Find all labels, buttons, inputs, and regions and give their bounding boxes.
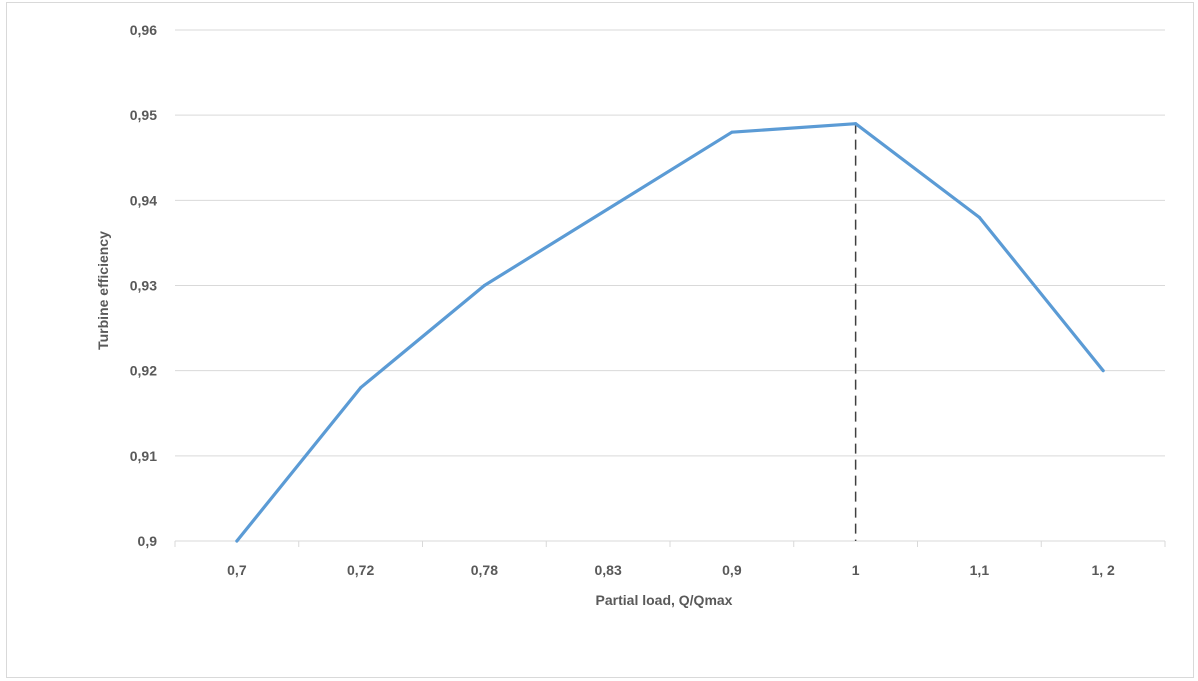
x-tick-label: 0,72 (347, 562, 374, 578)
y-tick-label: 0,92 (130, 363, 157, 379)
y-tick-label: 0,93 (130, 278, 157, 294)
y-axis-ticks: 0,9 0,91 0,92 0,93 0,94 0,95 0,96 (130, 22, 157, 549)
x-tick-label: 1, 2 (1091, 562, 1115, 578)
data-point (482, 284, 486, 287)
y-tick-label: 0,91 (130, 448, 157, 464)
x-tick-label: 0,7 (227, 562, 247, 578)
x-tick-label: 1 (852, 562, 860, 578)
data-point (854, 122, 858, 126)
series-line (235, 122, 1105, 543)
data-point (235, 539, 239, 543)
data-point (1101, 369, 1105, 373)
x-axis-title: Partial load, Q/Qmax (596, 592, 733, 608)
x-tick-label: 0,78 (471, 562, 498, 578)
gridlines (174, 29, 1166, 547)
x-tick-label: 0,83 (595, 562, 622, 578)
data-point (606, 207, 610, 211)
y-tick-label: 0,9 (138, 533, 158, 549)
data-point (730, 130, 734, 134)
data-point (359, 386, 363, 390)
y-axis-title: Turbine efficiency (95, 231, 111, 350)
y-tick-label: 0,95 (130, 107, 157, 123)
y-tick-label: 0,94 (130, 192, 157, 208)
x-tick-label: 1,1 (970, 562, 990, 578)
data-point (977, 215, 981, 219)
x-tick-label: 0,9 (722, 562, 742, 578)
series-group (235, 122, 1105, 543)
y-tick-label: 0,96 (130, 22, 157, 38)
x-axis-ticks: 0,7 0,72 0,78 0,83 0,9 1 1,1 1, 2 (227, 562, 1115, 578)
